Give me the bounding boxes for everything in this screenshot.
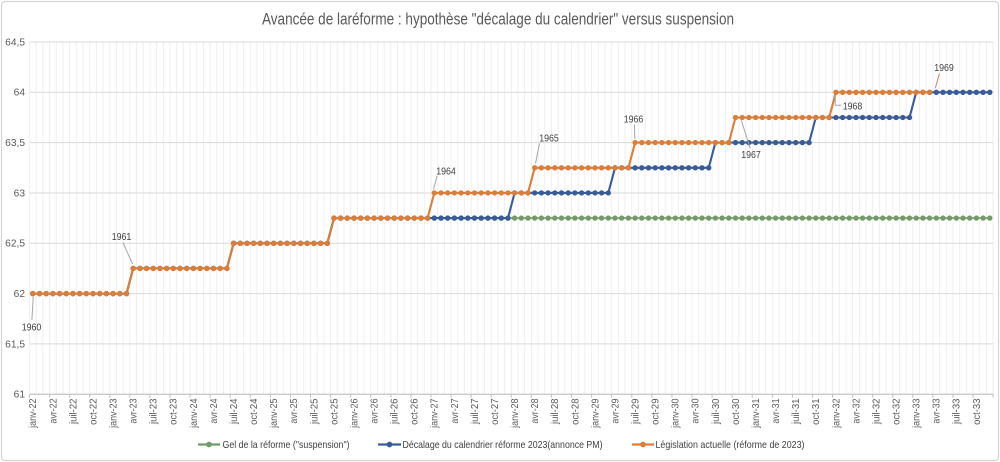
svg-text:juil-32: juil-32 [871, 398, 882, 425]
svg-text:avr-28: avr-28 [530, 398, 541, 423]
svg-text:janv-31: janv-31 [751, 398, 762, 429]
svg-text:janv-32: janv-32 [831, 398, 842, 429]
svg-text:Décalage du calendrier réforme: Décalage du calendrier réforme 2023(anno… [403, 439, 603, 451]
svg-text:juil-26: juil-26 [390, 398, 401, 425]
svg-text:avr-30: avr-30 [691, 398, 702, 423]
svg-text:juil-33: juil-33 [952, 398, 963, 425]
svg-text:62: 62 [14, 289, 26, 300]
svg-text:avr-27: avr-27 [450, 398, 461, 423]
svg-text:juil-23: juil-23 [149, 398, 160, 425]
svg-text:Législation actuelle (réforme: Législation actuelle (réforme de 2023) [656, 439, 805, 451]
svg-text:avr-23: avr-23 [129, 398, 140, 423]
svg-text:63,5: 63,5 [5, 138, 25, 149]
svg-text:oct-24: oct-24 [249, 398, 260, 425]
svg-text:avr-22: avr-22 [48, 398, 59, 423]
svg-text:juil-27: juil-27 [470, 398, 481, 425]
svg-text:juil-30: juil-30 [711, 398, 722, 425]
svg-text:1968: 1968 [843, 101, 863, 113]
svg-text:avr-32: avr-32 [851, 398, 862, 423]
svg-text:janv-25: janv-25 [269, 398, 280, 429]
svg-text:62,5: 62,5 [5, 239, 25, 250]
svg-text:1964: 1964 [436, 166, 456, 178]
svg-text:juil-24: juil-24 [229, 398, 240, 425]
svg-text:oct-25: oct-25 [329, 398, 340, 425]
svg-text:avr-25: avr-25 [289, 398, 300, 423]
svg-text:avr-31: avr-31 [771, 398, 782, 423]
svg-text:juil-22: juil-22 [68, 398, 79, 425]
svg-text:1960: 1960 [22, 322, 42, 334]
svg-text:oct-31: oct-31 [811, 398, 822, 425]
svg-text:janv-28: janv-28 [510, 398, 521, 429]
svg-text:oct-26: oct-26 [410, 398, 421, 425]
svg-text:avr-29: avr-29 [610, 398, 621, 423]
svg-text:1966: 1966 [624, 114, 644, 126]
svg-text:avr-24: avr-24 [209, 398, 220, 423]
svg-text:1965: 1965 [539, 133, 559, 145]
svg-text:oct-29: oct-29 [651, 398, 662, 425]
svg-text:janv-22: janv-22 [28, 398, 39, 429]
svg-text:1969: 1969 [934, 62, 954, 74]
svg-text:1967: 1967 [741, 149, 761, 161]
svg-text:61,5: 61,5 [5, 339, 25, 350]
svg-text:oct-32: oct-32 [892, 398, 903, 425]
svg-text:oct-28: oct-28 [570, 398, 581, 425]
svg-text:avr-33: avr-33 [932, 398, 943, 423]
svg-text:juil-29: juil-29 [631, 398, 642, 425]
svg-text:juil-31: juil-31 [791, 398, 802, 425]
svg-text:janv-27: janv-27 [430, 398, 441, 429]
svg-text:janv-29: janv-29 [590, 398, 601, 429]
svg-text:oct-22: oct-22 [88, 398, 99, 425]
svg-text:janv-26: janv-26 [349, 398, 360, 429]
svg-text:61: 61 [14, 390, 26, 401]
svg-text:Avancée de laréforme : hypothè: Avancée de laréforme : hypothèse "décala… [262, 11, 734, 29]
svg-text:64: 64 [14, 88, 26, 99]
svg-text:janv-23: janv-23 [109, 398, 120, 429]
svg-text:juil-28: juil-28 [550, 398, 561, 425]
svg-text:janv-30: janv-30 [671, 398, 682, 429]
svg-text:oct-27: oct-27 [490, 398, 501, 425]
svg-text:janv-33: janv-33 [912, 398, 923, 429]
svg-text:63: 63 [14, 188, 26, 199]
svg-text:juil-25: juil-25 [309, 398, 320, 425]
svg-text:Gel de la réforme ("suspension: Gel de la réforme ("suspension") [223, 439, 350, 451]
svg-text:avr-26: avr-26 [370, 398, 381, 423]
svg-text:oct-30: oct-30 [731, 398, 742, 425]
svg-text:1961: 1961 [112, 231, 132, 243]
svg-text:janv-24: janv-24 [189, 398, 200, 429]
svg-text:oct-33: oct-33 [972, 398, 983, 425]
svg-text:oct-23: oct-23 [169, 398, 180, 425]
svg-text:64,5: 64,5 [5, 37, 25, 48]
